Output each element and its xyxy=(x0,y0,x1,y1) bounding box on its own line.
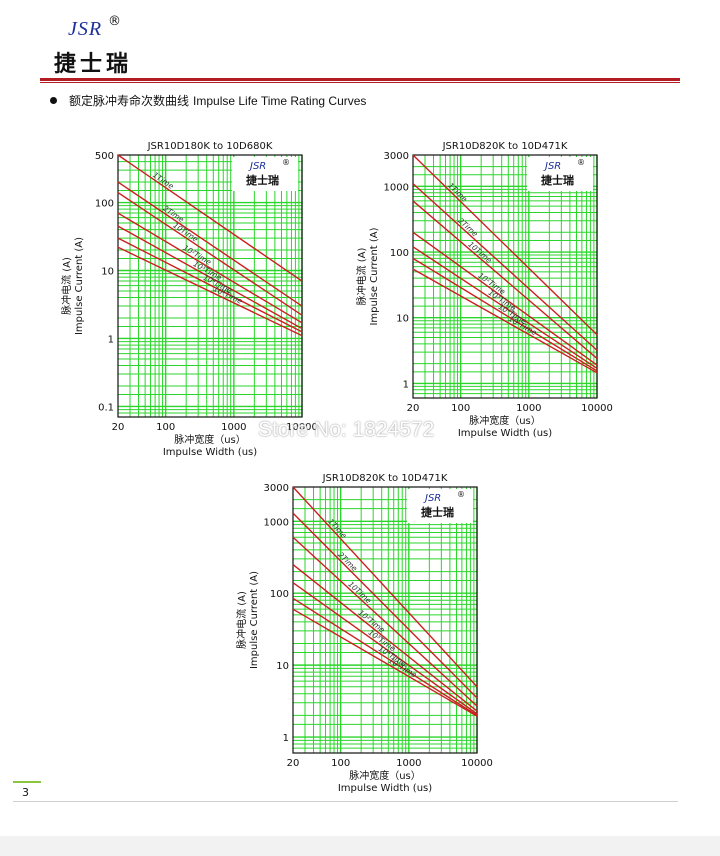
y-axis-label-cn: 脉冲电流 (A) xyxy=(60,257,73,315)
x-axis-label-cn: 脉冲宽度（us） xyxy=(174,433,246,446)
y-tick-label: 100 xyxy=(270,589,289,600)
chart-logo-wordmark: JSR xyxy=(423,493,441,504)
series-curve xyxy=(292,512,478,699)
chart-logo-wordmark: JSR xyxy=(248,161,266,172)
y-axis-label-cn: 脉冲电流 (A) xyxy=(235,591,248,649)
x-tick-label: 20 xyxy=(112,422,125,433)
series-label: 2Time xyxy=(456,216,480,239)
x-tick-label: 1000 xyxy=(396,758,421,769)
x-tick-label: 10000 xyxy=(461,758,493,769)
logo-wordmark: JSR xyxy=(68,18,103,40)
x-tick-label: 10000 xyxy=(581,403,613,414)
chart-logo-cn: 捷士瑞 xyxy=(421,505,454,519)
chart-frame xyxy=(292,486,478,754)
series-curve xyxy=(117,225,303,330)
x-axis-label-cn: 脉冲宽度（us） xyxy=(469,414,541,427)
series-curve xyxy=(117,212,303,324)
x-tick-label: 100 xyxy=(156,422,175,433)
y-axis-label-en: Impulse Current (A) xyxy=(249,571,260,669)
chart-registered-mark: ® xyxy=(457,490,465,499)
y-tick-label: 10 xyxy=(396,314,409,325)
section-title-cn: 额定脉冲寿命次数曲线 xyxy=(69,94,190,108)
series-curve xyxy=(292,597,478,716)
bullet-icon xyxy=(50,97,57,104)
x-tick-label: 10000 xyxy=(286,422,318,433)
x-tick-label: 20 xyxy=(287,758,300,769)
series-curve xyxy=(292,536,478,707)
y-tick-label: 10 xyxy=(101,267,114,278)
chart-title: JSR10D180K to 10D680K xyxy=(147,141,273,152)
y-tick-label: 1000 xyxy=(384,182,409,193)
y-axis-label-en: Impulse Current (A) xyxy=(74,237,85,335)
series-curve xyxy=(412,154,598,336)
y-tick-label: 1000 xyxy=(264,517,289,528)
series-curve xyxy=(117,181,303,307)
y-tick-label: 100 xyxy=(390,248,409,259)
section-title-en: Impulse Life Time Rating Curves xyxy=(193,93,367,108)
chart-title: JSR10D820K to 10D471K xyxy=(322,473,448,484)
section-heading: 额定脉冲寿命次数曲线 Impulse Life Time Rating Curv… xyxy=(50,92,366,109)
series-label: 2Time xyxy=(336,550,359,573)
page-number-accent xyxy=(13,781,41,783)
y-tick-label: 1 xyxy=(403,379,409,390)
series-curve xyxy=(117,246,303,337)
header-rule xyxy=(40,78,680,81)
y-axis-label-en: Impulse Current (A) xyxy=(369,227,380,325)
series-curve xyxy=(292,564,478,712)
y-axis-label-cn: 脉冲电流 (A) xyxy=(355,247,368,305)
chart-frame xyxy=(117,154,303,418)
chart-logo-box xyxy=(232,157,298,191)
series-curve xyxy=(292,582,478,715)
y-tick-label: 1 xyxy=(283,733,289,744)
chart-logo-box xyxy=(407,489,473,523)
chart-registered-mark: ® xyxy=(282,158,290,167)
y-tick-label: 500 xyxy=(95,151,114,162)
x-axis-label-en: Impulse Width (us) xyxy=(338,783,432,794)
series-curve xyxy=(412,257,598,372)
x-tick-label: 100 xyxy=(451,403,470,414)
x-tick-label: 100 xyxy=(331,758,350,769)
chart-frame xyxy=(412,154,598,399)
chart-logo-box xyxy=(527,157,593,191)
logo-chinese-name: 捷士瑞 xyxy=(54,51,133,77)
x-tick-label: 1000 xyxy=(221,422,246,433)
x-tick-label: 20 xyxy=(407,403,420,414)
chart-logo-cn: 捷士瑞 xyxy=(246,173,279,187)
series-curve xyxy=(117,154,303,282)
series-curve xyxy=(117,192,303,316)
header-rule-thin xyxy=(40,82,680,83)
x-axis-label-en: Impulse Width (us) xyxy=(458,428,552,439)
series-curve xyxy=(412,183,598,351)
footer-rule xyxy=(13,801,678,802)
y-tick-label: 0.1 xyxy=(98,402,114,413)
y-tick-label: 3000 xyxy=(384,151,409,162)
y-tick-label: 10 xyxy=(276,661,289,672)
series-curve xyxy=(412,246,598,369)
chart-title: JSR10D820K to 10D471K xyxy=(442,141,568,152)
chart-registered-mark: ® xyxy=(577,158,585,167)
store-watermark: Store No: 1824572 xyxy=(258,418,435,441)
y-tick-label: 100 xyxy=(95,199,114,210)
page-number: 3 xyxy=(22,786,29,799)
y-tick-label: 1 xyxy=(108,334,114,345)
x-tick-label: 1000 xyxy=(516,403,541,414)
chart-logo-wordmark: JSR xyxy=(543,161,561,172)
page-bottom-band xyxy=(0,836,720,856)
series-curve xyxy=(412,231,598,366)
series-curve xyxy=(292,486,478,688)
registered-mark: ® xyxy=(108,14,121,29)
y-tick-label: 3000 xyxy=(264,483,289,494)
chart-logo-cn: 捷士瑞 xyxy=(541,173,574,187)
series-curve xyxy=(117,237,303,333)
x-axis-label-cn: 脉冲宽度（us） xyxy=(349,769,421,782)
series-curve xyxy=(412,268,598,374)
series-curve xyxy=(412,200,598,359)
series-curve xyxy=(292,608,478,717)
x-axis-label-en: Impulse Width (us) xyxy=(163,447,257,458)
